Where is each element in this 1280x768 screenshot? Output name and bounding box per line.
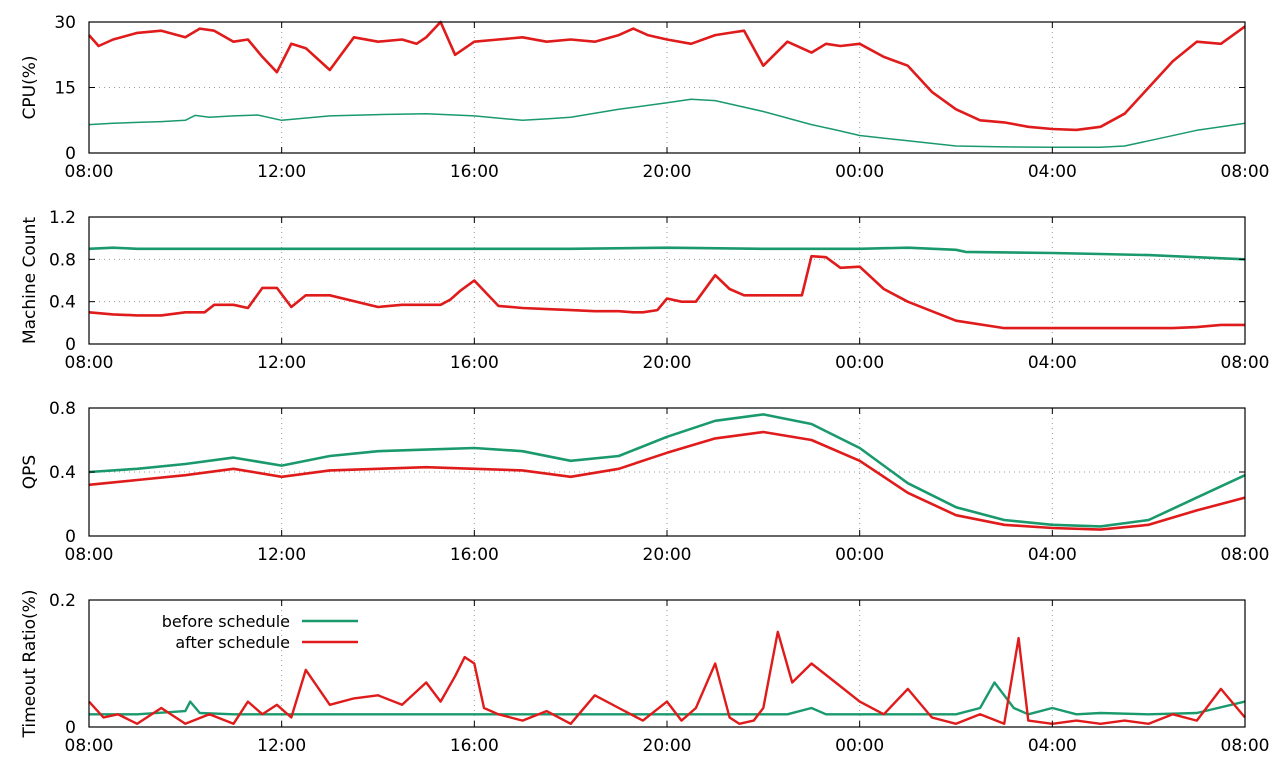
series-line-after-schedule bbox=[88, 630, 1246, 725]
y-tick-label: 30 bbox=[54, 13, 76, 33]
series-line-before-schedule bbox=[89, 681, 1246, 716]
plot-frame bbox=[88, 407, 1246, 537]
x-tick-label: 20:00 bbox=[643, 162, 692, 182]
y-tick-label: 0 bbox=[65, 527, 76, 547]
legend-label: before schedule bbox=[162, 612, 290, 631]
x-tick-label: 08:00 bbox=[65, 736, 114, 756]
x-tick-label: 08:00 bbox=[1221, 353, 1270, 373]
series-line-after-schedule bbox=[88, 20, 1246, 132]
y-axis-label: Timeout Ratio(%) bbox=[20, 590, 40, 739]
x-tick-label: 00:00 bbox=[835, 736, 884, 756]
y-tick-label: 0 bbox=[65, 718, 76, 738]
y-tick-label: 0 bbox=[65, 144, 76, 164]
y-tick-label: 0.2 bbox=[49, 591, 76, 611]
x-tick-label: 00:00 bbox=[835, 545, 884, 565]
y-axis-label: CPU(%) bbox=[20, 56, 40, 120]
y-tick-label: 0 bbox=[65, 335, 76, 355]
x-tick-label: 08:00 bbox=[1221, 162, 1270, 182]
series-line-before-schedule bbox=[88, 246, 1246, 261]
x-tick-label: 08:00 bbox=[1221, 545, 1270, 565]
series-line-after-schedule bbox=[88, 430, 1246, 531]
x-tick-label: 04:00 bbox=[1028, 353, 1077, 373]
panel-2: 08:00 12:00 16:00 20:00 00:00 04:00 08:0000.40… bbox=[20, 208, 1270, 373]
x-tick-label: 20:00 bbox=[643, 545, 692, 565]
y-tick-label: 15 bbox=[54, 79, 76, 99]
panel-3: 08:00 12:00 16:00 20:00 00:00 04:00 08:0000.40… bbox=[20, 399, 1270, 565]
series-line-before-schedule bbox=[88, 413, 1246, 528]
x-tick-label: 20:00 bbox=[643, 736, 692, 756]
series-line-before-schedule bbox=[88, 98, 1246, 149]
x-tick-label: 16:00 bbox=[450, 736, 499, 756]
x-tick-label: 12:00 bbox=[257, 162, 306, 182]
y-tick-label: 0.4 bbox=[49, 293, 76, 313]
x-tick-label: 08:00 bbox=[65, 353, 114, 373]
legend: before schedule after schedule bbox=[162, 612, 358, 652]
x-tick-label: 16:00 bbox=[450, 353, 499, 373]
y-axis-label: Machine Count bbox=[20, 217, 40, 344]
x-tick-label: 04:00 bbox=[1028, 545, 1077, 565]
panel-1: 08:00 12:00 16:00 20:00 00:00 04:00 08:0001530… bbox=[20, 13, 1270, 182]
y-tick-label: 0.8 bbox=[49, 250, 76, 270]
y-tick-label: 0.4 bbox=[49, 463, 76, 483]
x-tick-label: 16:00 bbox=[450, 545, 499, 565]
x-tick-label: 04:00 bbox=[1028, 736, 1077, 756]
y-axis-label: QPS bbox=[20, 455, 40, 489]
x-tick-label: 16:00 bbox=[450, 162, 499, 182]
x-tick-label: 12:00 bbox=[257, 545, 306, 565]
x-tick-label: 00:00 bbox=[835, 162, 884, 182]
x-tick-label: 12:00 bbox=[257, 353, 306, 373]
x-tick-label: 04:00 bbox=[1028, 162, 1077, 182]
x-tick-label: 08:00 bbox=[1221, 736, 1270, 756]
plot-frame bbox=[88, 216, 1246, 345]
x-tick-label: 08:00 bbox=[65, 162, 114, 182]
x-tick-label: 12:00 bbox=[257, 736, 306, 756]
x-tick-label: 20:00 bbox=[643, 353, 692, 373]
x-tick-label: 08:00 bbox=[65, 545, 114, 565]
y-tick-label: 1.2 bbox=[49, 208, 76, 228]
x-tick-label: 00:00 bbox=[835, 353, 884, 373]
legend-label: after schedule bbox=[175, 633, 290, 652]
panel-4: 08:00 12:00 16:00 20:00 00:00 04:00 08:0000.2T… bbox=[20, 590, 1270, 756]
series-line-after-schedule bbox=[88, 254, 1245, 330]
y-tick-label: 0.8 bbox=[49, 399, 76, 419]
